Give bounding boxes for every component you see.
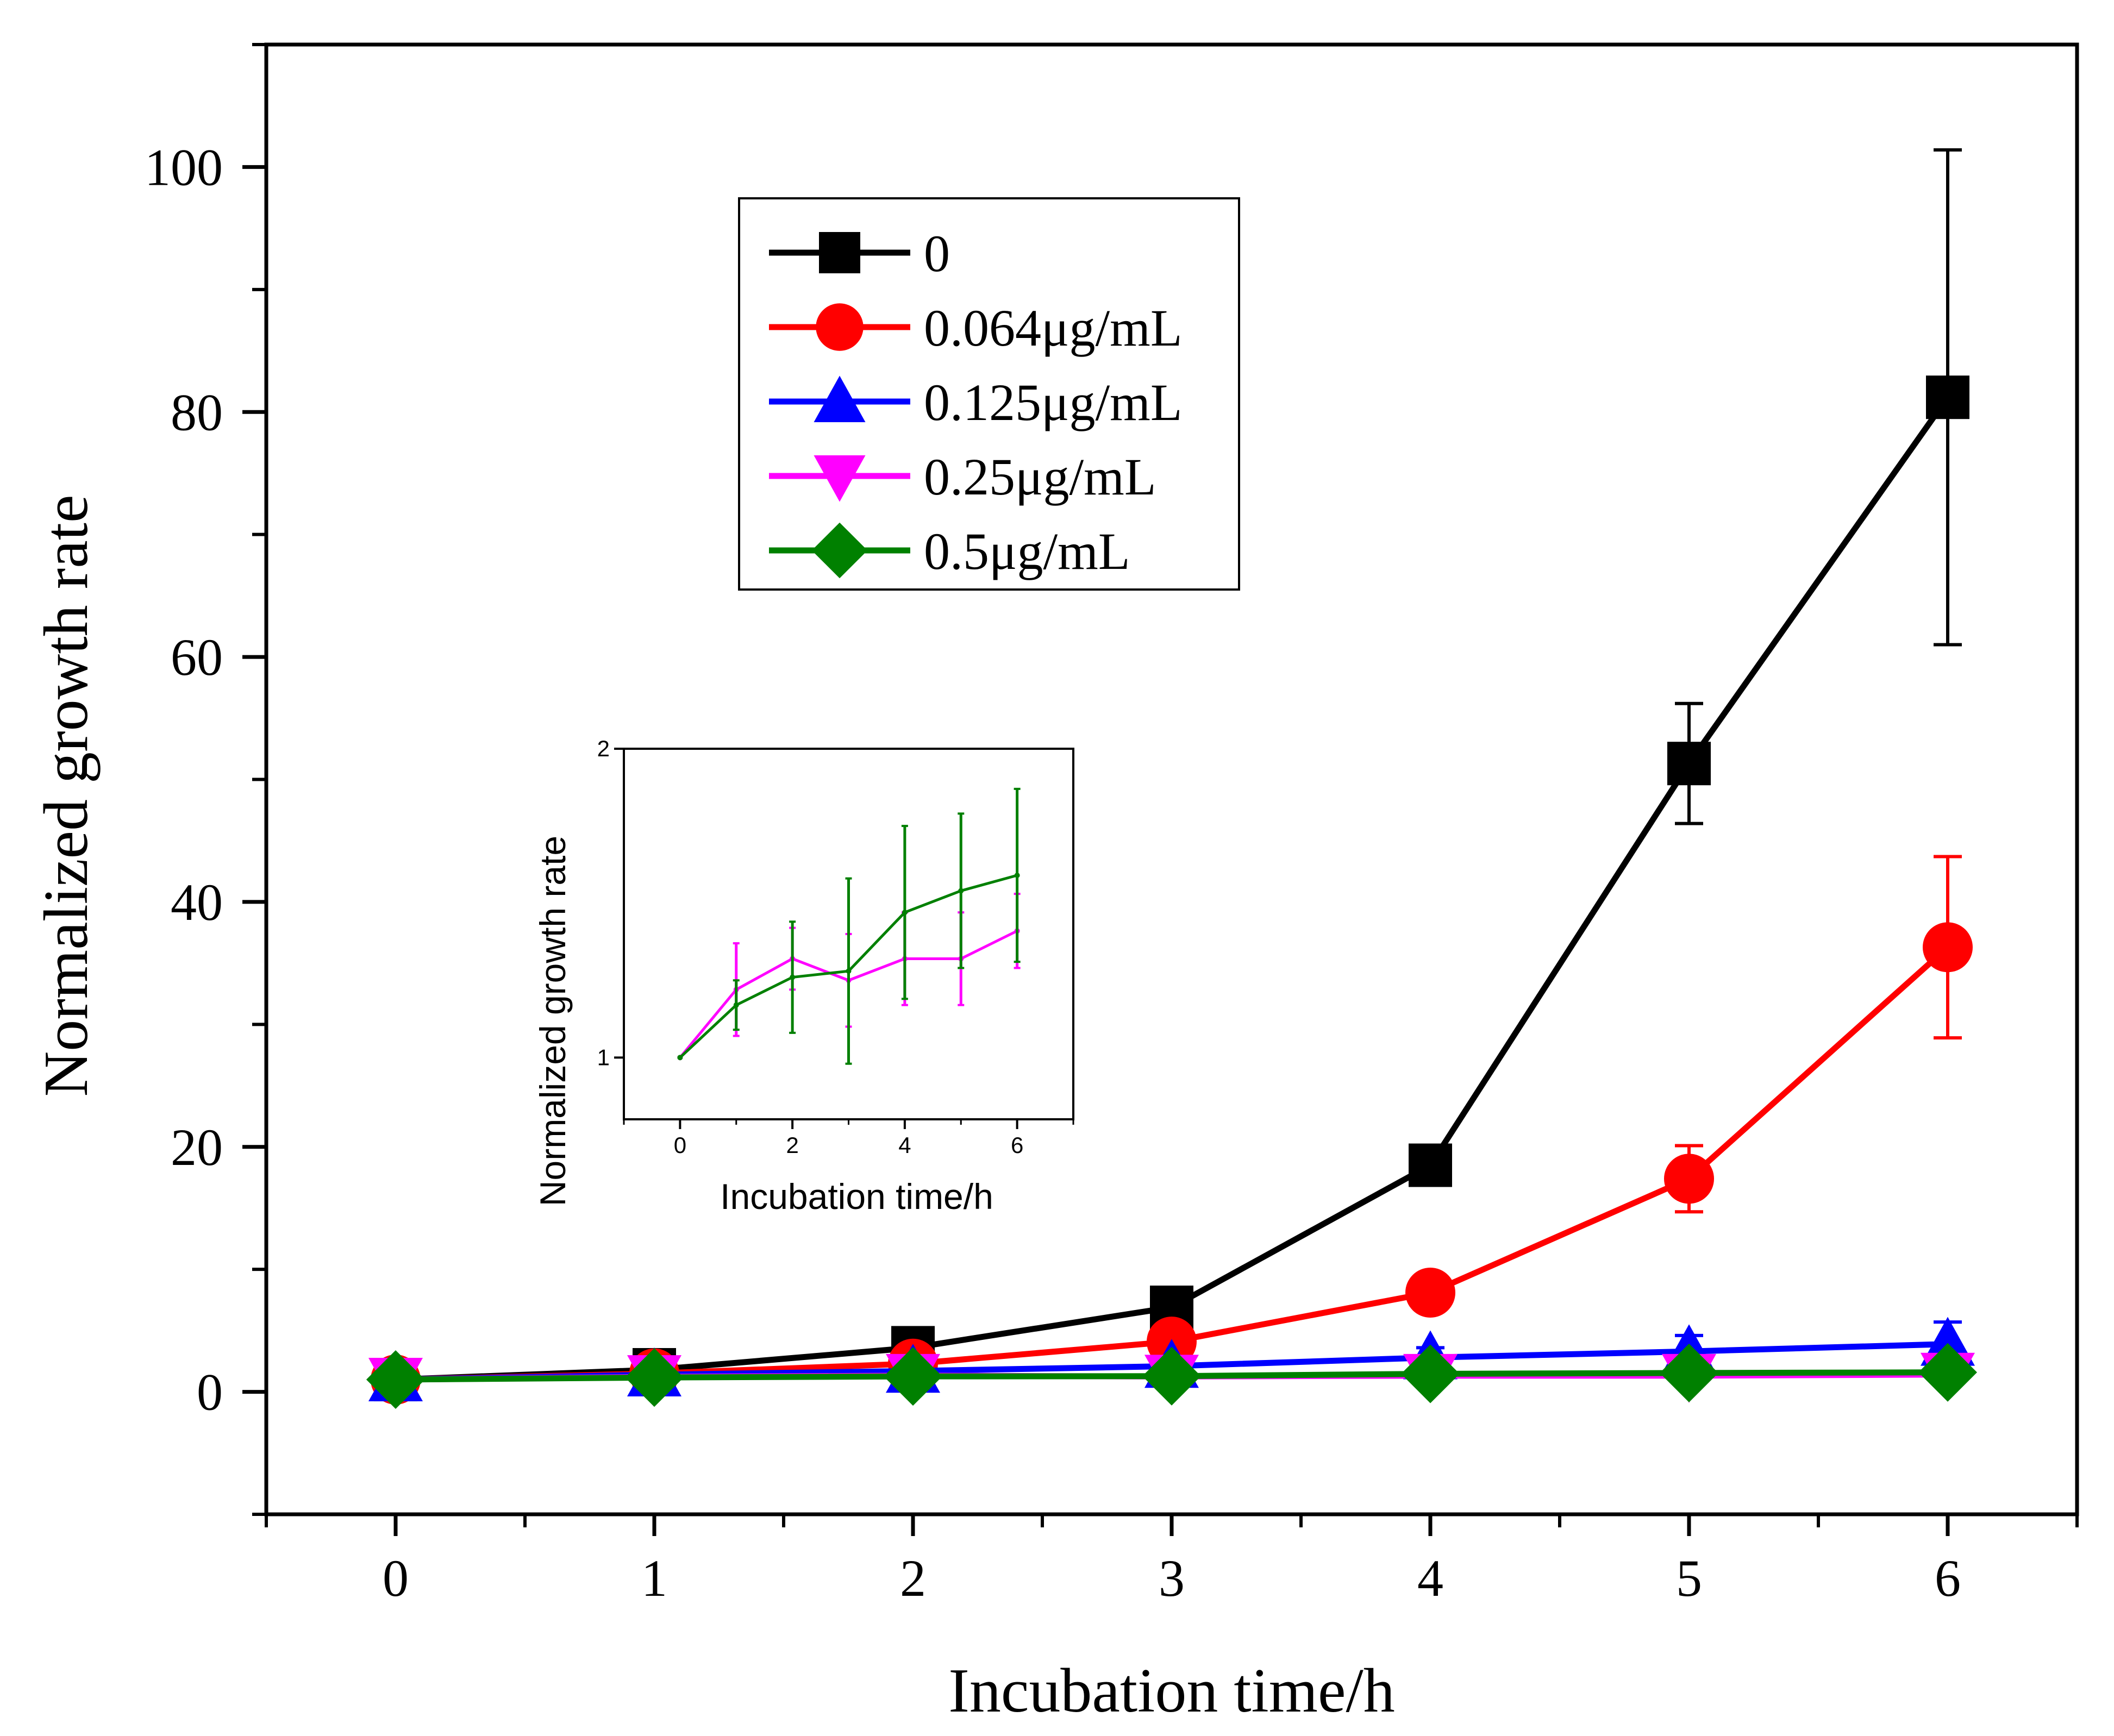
data-point — [1660, 1343, 1718, 1402]
legend-marker — [811, 522, 868, 579]
inset-data-point — [902, 910, 908, 916]
legend-item: 0.5μg/mL — [769, 522, 1130, 580]
x-tick-label: 6 — [1935, 1549, 1961, 1607]
inset-data-point — [958, 888, 964, 894]
inset-data-point — [733, 1002, 739, 1008]
y-tick-label: 80 — [171, 383, 223, 441]
y-tick-label: 0 — [197, 1363, 223, 1421]
inset-x-tick-label: 4 — [898, 1132, 911, 1158]
legend-label: 0 — [924, 224, 950, 283]
y-tick-label: 40 — [171, 873, 223, 931]
legend-label: 0.125μg/mL — [924, 373, 1182, 431]
legend-marker — [816, 303, 864, 351]
legend-item: 0.125μg/mL — [769, 373, 1182, 431]
inset-plot: 0 2 4 6 1 2 Incubation time/h Normalized growth… — [533, 736, 1074, 1217]
x-tick-label: 1 — [641, 1549, 667, 1607]
data-point — [1923, 922, 1973, 973]
data-point — [884, 1347, 942, 1406]
x-tick-label: 3 — [1159, 1549, 1185, 1607]
x-axis-title: Incubation time/h — [948, 1656, 1394, 1726]
data-point — [1405, 1267, 1455, 1318]
legend-marker — [814, 455, 866, 502]
y-tick-label: 20 — [171, 1118, 223, 1176]
legend-label: 0.064μg/mL — [924, 299, 1182, 357]
inset-x-tick-label: 2 — [786, 1132, 798, 1158]
y-tick-label: 100 — [145, 138, 223, 196]
x-tick-label: 5 — [1676, 1549, 1702, 1607]
data-point — [1926, 375, 1969, 419]
legend-item: 0.064μg/mL — [769, 299, 1182, 357]
y-tick-label: 60 — [171, 628, 223, 686]
legend-label: 0.25μg/mL — [924, 448, 1156, 506]
inset-data-point — [790, 974, 796, 980]
inset-series-1 — [677, 787, 1021, 1065]
inset-y-axis-title: Normalized growth rate — [533, 836, 573, 1206]
inset-data-point — [677, 1055, 683, 1061]
legend-item: 0 — [769, 224, 950, 283]
data-point — [366, 1350, 425, 1409]
inset-data-point — [846, 968, 852, 974]
data-point — [1667, 742, 1711, 786]
inset-y-tick-label: 1 — [597, 1044, 610, 1070]
data-point — [1409, 1143, 1452, 1187]
data-point — [1142, 1346, 1201, 1406]
x-tick-label: 0 — [383, 1549, 409, 1607]
series-4 — [366, 1343, 1977, 1409]
legend-marker — [814, 375, 866, 422]
data-point — [625, 1348, 684, 1407]
data-point — [1401, 1344, 1460, 1403]
inset-y-tick-label: 2 — [597, 736, 610, 761]
series-1 — [371, 855, 1973, 1405]
inset-x-axis-title: Incubation time/h — [720, 1176, 993, 1217]
legend: 0 0.064μg/mL 0.125μg/mL 0.25μg/mL 0.5μg/mL — [738, 197, 1240, 591]
y-axis-title: Normalized growth rate — [32, 494, 101, 1096]
inset-x-tick-label: 0 — [674, 1132, 686, 1158]
x-tick-label: 4 — [1417, 1549, 1443, 1607]
legend-item: 0.25μg/mL — [769, 448, 1156, 506]
inset-data-point — [1014, 873, 1020, 879]
data-point — [1918, 1343, 1977, 1402]
data-point — [1664, 1154, 1714, 1204]
x-tick-label: 2 — [900, 1549, 926, 1607]
legend-marker — [819, 232, 860, 273]
inset-x-tick-label: 6 — [1011, 1132, 1023, 1158]
legend-label: 0.5μg/mL — [924, 522, 1130, 580]
